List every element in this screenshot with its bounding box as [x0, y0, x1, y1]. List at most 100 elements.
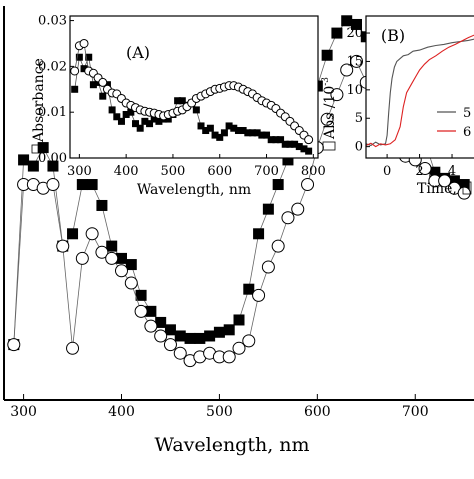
main-series-1-point-20 [194, 332, 206, 344]
main-series-2-point-15 [144, 319, 158, 333]
main-series-2-point-7 [66, 341, 80, 355]
inset-a-series-1-point-42 [263, 131, 271, 139]
inset-a-y-tick-label-1: 0.00 [38, 151, 67, 166]
inset-b-series-2-line [365, 34, 474, 148]
main-x-tick-label-2: 400 [108, 404, 135, 420]
inset-b-plot-area [365, 34, 474, 148]
main-series-1-point-18 [174, 330, 186, 342]
inset-b-x-axis: 0 2 4 [383, 154, 456, 179]
main-series-1-point-24 [233, 314, 245, 326]
inset-a-series-1-point-18 [150, 115, 158, 123]
main-series-1-point-8 [76, 179, 88, 191]
main-series-2-point-33 [320, 112, 334, 126]
main-series-2-point-26 [252, 288, 266, 302]
main-series-2-point-5 [46, 178, 60, 192]
inset-a-series-1-point-2 [75, 53, 83, 61]
inset-a-y-tick-label-2: 0.01 [38, 105, 67, 120]
inset-b-x-axis-label-box-glyph [462, 181, 472, 195]
main-series-1-point-9 [86, 179, 98, 191]
inset-a-series-1-point-33 [220, 129, 228, 137]
inset-b-y-tick-label-2: 5 [355, 111, 363, 126]
main-x-axis: 300 400 500 600 700 [10, 394, 429, 420]
inset-a-series-1-point-44 [272, 136, 280, 144]
inset-a-series-1-point-45 [277, 136, 285, 144]
main-series-1-point-19 [184, 332, 196, 344]
inset-a-x-tick-label-6: 800 [301, 164, 326, 179]
inset-a-frame [69, 15, 319, 159]
main-series-1-point-3 [27, 160, 39, 172]
main-series-1-point-12 [116, 252, 127, 264]
main-series-2-point-14 [134, 304, 148, 318]
inset-b-legend-label-1: 5 [463, 106, 471, 121]
inset-a-series-1-point-41 [258, 131, 266, 139]
main-series-1-point-11 [106, 240, 118, 252]
inset-a-series-1-point-34 [225, 122, 233, 130]
inset-a-series-1-point-9 [108, 106, 116, 114]
inset-a-chart: 300 400 500 600 700 800 0.000.010.020.03 (A) … [31, 14, 326, 198]
inset-a-background [70, 16, 318, 158]
inset-a-x-tick-label-2: 400 [114, 164, 139, 179]
inset-b-legend: 5 6 [437, 106, 471, 140]
inset-a-series-1-point-28 [197, 122, 205, 130]
main-series-1-point-16 [155, 316, 167, 328]
inset-b-y-tick-label-4: 15 [346, 54, 363, 69]
inset-a-series-1-point-50 [300, 145, 308, 153]
inset-a-series-1-point-1 [71, 85, 79, 93]
main-series-1-point-13 [125, 259, 137, 271]
inset-a-series-1-point-49 [295, 143, 303, 151]
inset-a-series-1-point-23 [174, 97, 182, 105]
inset-a-y-tick-label-3: 0.02 [38, 59, 67, 74]
inset-a-series-1-point-14 [132, 120, 140, 128]
main-series-1-point-47 [458, 179, 470, 191]
inset-a-series-1-point-51 [305, 147, 313, 155]
inset-a-series-1-point-4 [85, 53, 93, 61]
inset-a-series-1-point-39 [248, 129, 256, 137]
inset-b-y-axis: 0 5 10 15 20 [346, 26, 370, 155]
main-series-2-point-23 [222, 350, 236, 364]
main-series-1-point-10 [96, 199, 108, 211]
main-series-2-point-28 [271, 239, 285, 253]
inset-a-series-1-point-11 [117, 117, 125, 125]
main-x-tick-label-3: 500 [206, 404, 233, 420]
inset-a-series-1-point-15 [136, 124, 144, 132]
main-series-1-point-15 [145, 305, 157, 317]
inset-b-y-axis-label-box-glyph [322, 141, 336, 151]
main-series-2-point-29 [281, 211, 295, 225]
inset-a-series-1-point-32 [216, 133, 224, 141]
main-series-2-point-8 [75, 251, 89, 265]
inset-a-series-1-point-5 [89, 81, 97, 89]
main-series-2-point-24 [232, 341, 246, 355]
inset-a-series-2-point-7 [98, 77, 108, 87]
inset-a-panel-label: (A) [126, 43, 150, 62]
inset-a-x-axis: 300 400 500 600 700 800 [67, 154, 326, 179]
inset-a-y-axis: 0.00 0.01 0.02 0.03 [38, 14, 74, 166]
main-series-1-point-35 [341, 15, 353, 27]
inset-a-series-1-point-16 [141, 117, 149, 125]
main-series-2-point-27 [261, 260, 275, 274]
inset-a-series-1-point-13 [127, 108, 135, 116]
inset-a-series-1-point-31 [211, 131, 219, 139]
main-series-2-point-17 [163, 338, 177, 352]
main-series-1-point-27 [262, 203, 274, 215]
inset-b-x-tick-label-3: 4 [448, 164, 456, 179]
main-series-2-point-35 [340, 63, 354, 77]
main-series-1-point-36 [351, 18, 362, 30]
main-series-2-point-36 [350, 54, 363, 68]
inset-b-panel-label: (B) [381, 26, 405, 45]
inset-a-series-1-point-8 [103, 81, 111, 89]
inset-a-series-1-point-38 [244, 129, 252, 137]
inset-a-y-axis-label-box-glyph [31, 144, 45, 154]
main-series-1-point-28 [272, 179, 284, 191]
inset-a-series-1-point-43 [267, 136, 275, 144]
inset-b-x-tick-label-2: 2 [415, 164, 423, 179]
inset-a-series-1-point-21 [164, 115, 172, 123]
inset-b-y-tick-label-3: 10 [346, 83, 363, 98]
inset-a-x-tick-label-4: 600 [207, 164, 232, 179]
main-series-2-point-16 [154, 329, 168, 343]
main-series-2-point-11 [105, 251, 119, 265]
inset-b-x-tick-label-1: 0 [383, 164, 391, 179]
main-x-tick-label-5: 700 [402, 404, 429, 420]
inset-b-frame [365, 15, 474, 159]
main-x-tick-label-1: 300 [10, 404, 37, 420]
main-series-1-point-14 [135, 289, 147, 301]
